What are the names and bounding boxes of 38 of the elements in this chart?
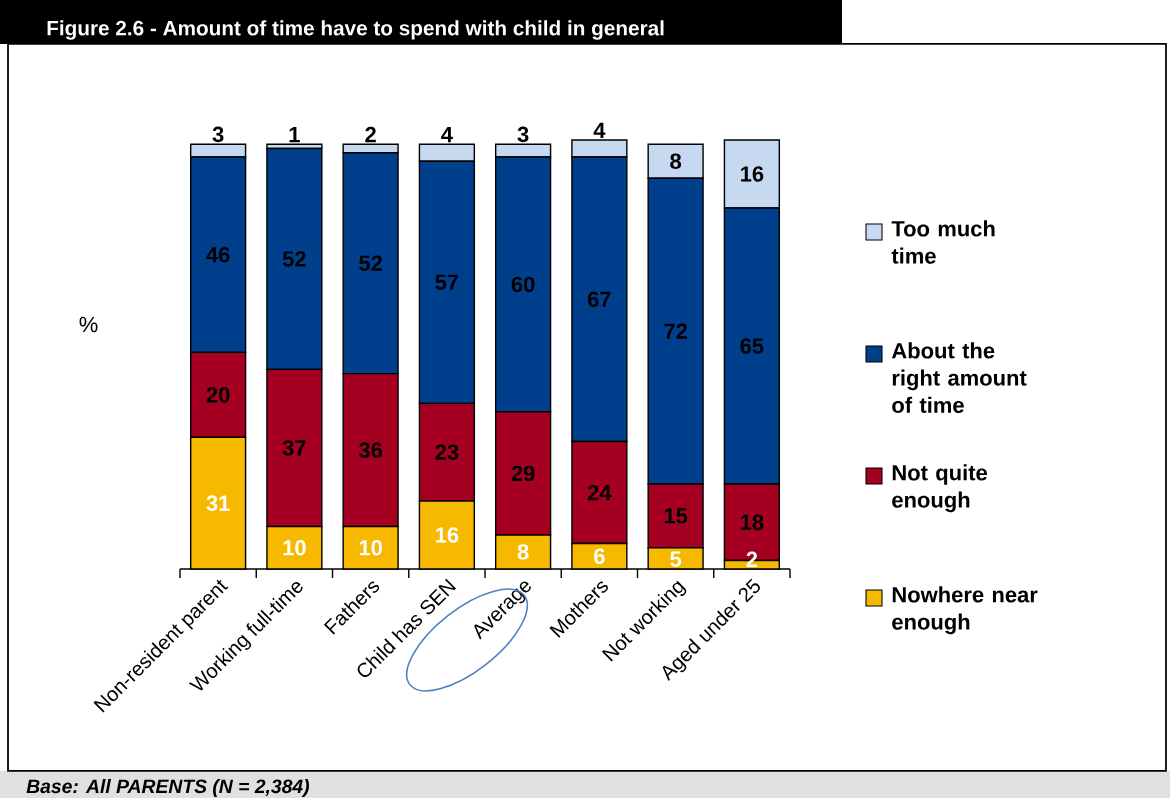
data-label: 15 xyxy=(664,508,688,524)
legend-label: About the right amount of time xyxy=(891,342,1027,413)
data-label: 57 xyxy=(435,274,459,290)
text: Base: All PARENTS (N = 2,384) xyxy=(26,778,310,797)
data-label: 1 xyxy=(289,127,300,143)
data-label: 29 xyxy=(511,465,535,482)
data-label: 72 xyxy=(664,323,687,339)
data-label: 16 xyxy=(436,527,459,543)
data-label: 16 xyxy=(741,166,764,182)
legend-label: Not quite enough xyxy=(892,464,987,513)
data-label: 3 xyxy=(212,126,224,143)
data-label: 20 xyxy=(206,387,230,403)
data-label: 65 xyxy=(740,338,764,354)
y-axis-title: % xyxy=(79,316,98,333)
data-label: 4 xyxy=(593,122,606,138)
data-label: 18 xyxy=(741,514,764,531)
data-label: 8 xyxy=(517,544,529,560)
data-label: 2 xyxy=(365,126,376,143)
data-label: 4 xyxy=(441,127,453,143)
data-label: 31 xyxy=(206,495,230,511)
data-label: 10 xyxy=(359,539,382,556)
legend-label: Nowhere near enough xyxy=(892,586,1038,635)
data-label: 52 xyxy=(282,251,306,267)
chart-title: Figure 2.6 - Amount of time have to spend with child in general xyxy=(47,20,664,40)
data-label: 24 xyxy=(587,484,612,501)
data-label: 60 xyxy=(511,276,535,293)
data-label: 52 xyxy=(359,255,382,271)
data-label: 8 xyxy=(670,153,682,170)
data-label: 67 xyxy=(587,291,611,308)
data-label: 10 xyxy=(283,539,306,556)
data-label: 5 xyxy=(670,551,682,567)
data-label: 37 xyxy=(282,440,306,456)
data-label: 3 xyxy=(517,126,529,143)
legend-label: Too much time xyxy=(891,220,995,264)
data-label: 6 xyxy=(594,548,605,565)
data-label: 36 xyxy=(358,442,383,458)
data-label: 46 xyxy=(206,246,230,263)
data-label: 23 xyxy=(435,444,459,460)
